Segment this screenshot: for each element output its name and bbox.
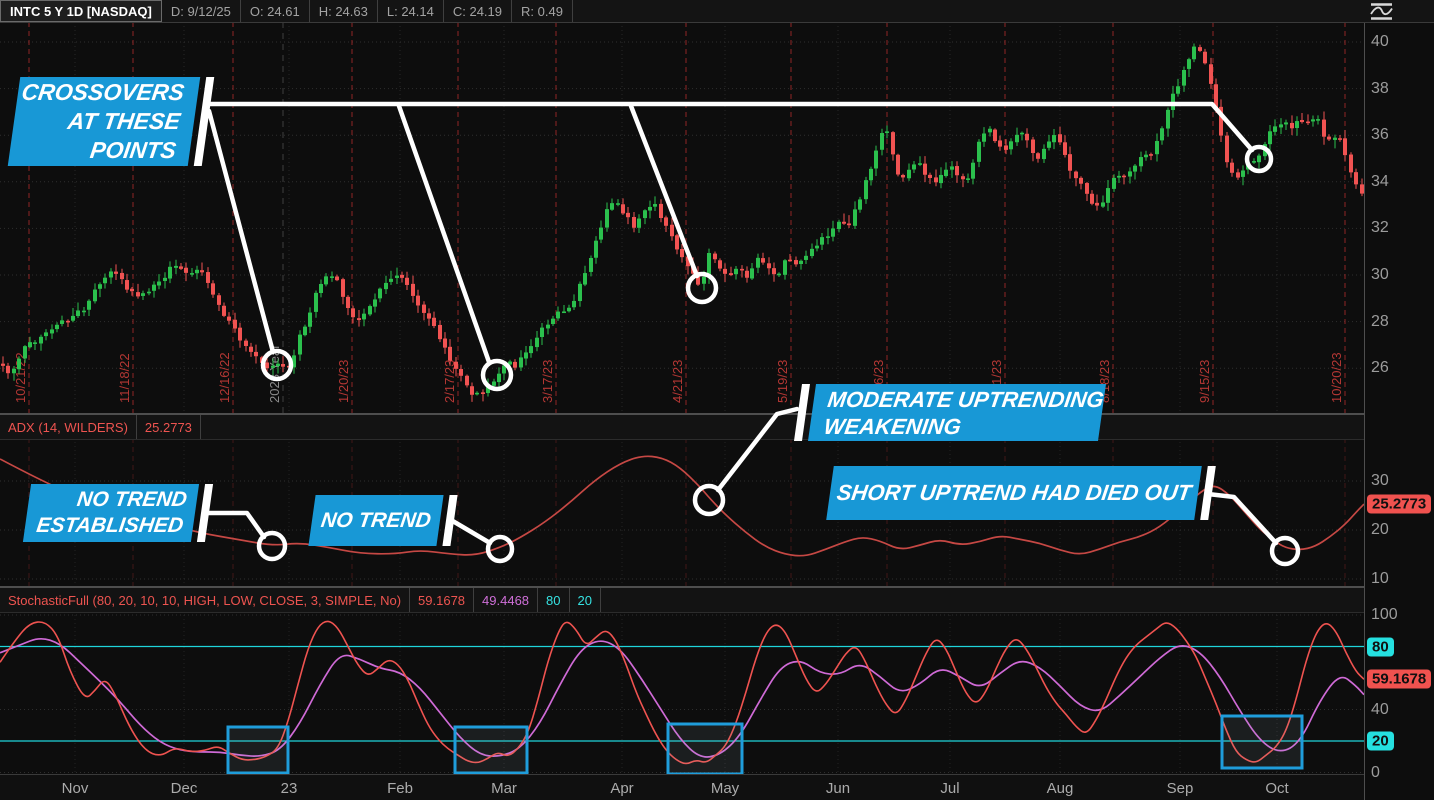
stochastic-d-line — [0, 637, 1364, 758]
callout-text: MODERATE UPTRENDING — [826, 386, 1106, 412]
y-axis-label: 40 — [1371, 700, 1389, 718]
date-label: 3/17/23 — [540, 360, 555, 403]
month-label: Feb — [387, 780, 413, 797]
month-label: 23 — [280, 780, 298, 797]
callout-text: CROSSOVERS — [19, 79, 186, 105]
y-axis-label: 0 — [1371, 763, 1380, 781]
y-axis-label: 28 — [1371, 312, 1389, 330]
date-label: 9/15/23 — [1197, 360, 1212, 403]
callout-short-uptrend-died: SHORT UPTREND HAD DIED OUT — [826, 466, 1216, 520]
callout-text: NO TREND — [75, 488, 189, 511]
callout-text: NO TREND — [319, 509, 433, 532]
oversold-highlight-box — [1220, 714, 1304, 770]
stochastic-k-value: 59.1678 — [410, 588, 475, 612]
oversold-highlight-box — [453, 725, 529, 774]
date-label: 10/21/22 — [13, 352, 28, 403]
lower-band-badge: 20 — [1367, 731, 1394, 751]
ohlc-field: L: 24.14 — [378, 0, 444, 22]
symbol-title[interactable]: INTC 5 Y 1D [NASDAQ] — [0, 0, 162, 22]
date-label: 11/18/22 — [117, 353, 132, 403]
stochastic-lower-band: 20 — [570, 588, 601, 612]
y-axis-label: 36 — [1371, 126, 1389, 144]
adx-value-badge: 25.2773 — [1367, 494, 1432, 514]
date-label: 12/16/22 — [217, 352, 232, 403]
price-axis-gutter[interactable] — [1364, 0, 1434, 800]
stochastic-d-value: 49.4468 — [474, 588, 539, 612]
adx-header: ADX (14, WILDERS) 25.2773 — [0, 413, 1364, 440]
ohlc-readout: D: 9/12/25 O: 24.61 H: 24.63 L: 24.14 C: 24.… — [162, 0, 573, 22]
year-label: 2023 Year — [267, 344, 282, 403]
y-axis-label: 30 — [1371, 266, 1389, 283]
adx-line — [0, 455, 1364, 557]
adx-name[interactable]: ADX (14, WILDERS) — [0, 415, 137, 439]
callout-no-trend-established: NO TREND ESTABLISHED — [22, 484, 214, 542]
symbol-toolbar: INTC 5 Y 1D [NASDAQ] D: 9/12/25 O: 24.61 H… — [0, 0, 1434, 23]
upper-band-badge: 80 — [1367, 637, 1394, 656]
callout-moderate-uptrending-weakening: MODERATE UPTRENDING WEAKENING — [793, 384, 1107, 441]
y-axis-label: 26 — [1371, 359, 1389, 377]
stochastic-k-line — [0, 620, 1364, 765]
callout-text: SHORT UPTREND HAD DIED OUT — [835, 480, 1193, 505]
month-label: Sep — [1166, 780, 1194, 797]
month-label: Mar — [491, 780, 517, 797]
ohlc-field: R: 0.49 — [512, 0, 573, 22]
stochastic-panel[interactable] — [0, 611, 1364, 774]
time-axis[interactable]: Nov Dec 23 Feb Mar Apr May Jun Jul Aug Sep Oct — [0, 774, 1364, 800]
month-label: May — [710, 780, 740, 797]
month-label: Aug — [1046, 780, 1074, 797]
date-label: 2/17/23 — [442, 360, 457, 403]
stochastic-header: StochasticFull (80, 20, 10, 10, HIGH, LO… — [0, 586, 1364, 613]
callout-text: AT THESE — [66, 108, 182, 134]
date-label: 4/21/23 — [670, 360, 685, 403]
month-label: Jul — [940, 780, 960, 797]
callout-text: POINTS — [88, 137, 178, 163]
y-axis-label: 100 — [1371, 606, 1398, 623]
ohlc-field: H: 24.63 — [310, 0, 378, 22]
month-label: Apr — [610, 780, 634, 797]
stochastic-value-badge: 59.1678 — [1367, 669, 1432, 689]
ohlc-field: C: 24.19 — [444, 0, 513, 22]
ohlc-field: O: 24.61 — [241, 0, 310, 22]
callout-no-trend: NO TREND — [308, 495, 458, 546]
month-label: Oct — [1265, 780, 1289, 797]
y-axis-label: 32 — [1371, 219, 1389, 237]
month-label: Jun — [825, 780, 851, 797]
stochastic-upper-band: 80 — [538, 588, 570, 612]
price-chart-panel[interactable]: 2023 Year 10/21/22 11/18/22 12/16/22 1/20/23… — [0, 22, 1364, 413]
y-axis-label: 10 — [1371, 570, 1389, 587]
chart-style-icon[interactable] — [1368, 2, 1398, 21]
month-label: Nov — [61, 780, 89, 797]
callout-crossovers: CROSSOVERS AT THESE POINTS — [7, 77, 215, 166]
y-axis-label: 38 — [1371, 79, 1389, 97]
ohlc-field: D: 9/12/25 — [162, 0, 241, 22]
month-label: Dec — [170, 780, 198, 797]
callout-text: WEAKENING — [822, 413, 963, 439]
stochastic-name[interactable]: StochasticFull (80, 20, 10, 10, HIGH, LO… — [0, 588, 411, 612]
date-label: 1/20/23 — [336, 360, 351, 403]
oversold-highlight-box — [226, 725, 290, 774]
callout-text: ESTABLISHED — [35, 514, 185, 537]
y-axis-label: 40 — [1371, 33, 1389, 50]
y-axis-label: 34 — [1371, 172, 1389, 190]
date-label: 5/19/23 — [775, 360, 790, 403]
y-axis-label: 30 — [1371, 472, 1389, 489]
y-axis-label: 20 — [1371, 521, 1389, 538]
date-label: 10/20/23 — [1329, 352, 1344, 403]
oversold-highlight-box — [666, 722, 744, 774]
adx-value: 25.2773 — [137, 415, 201, 439]
